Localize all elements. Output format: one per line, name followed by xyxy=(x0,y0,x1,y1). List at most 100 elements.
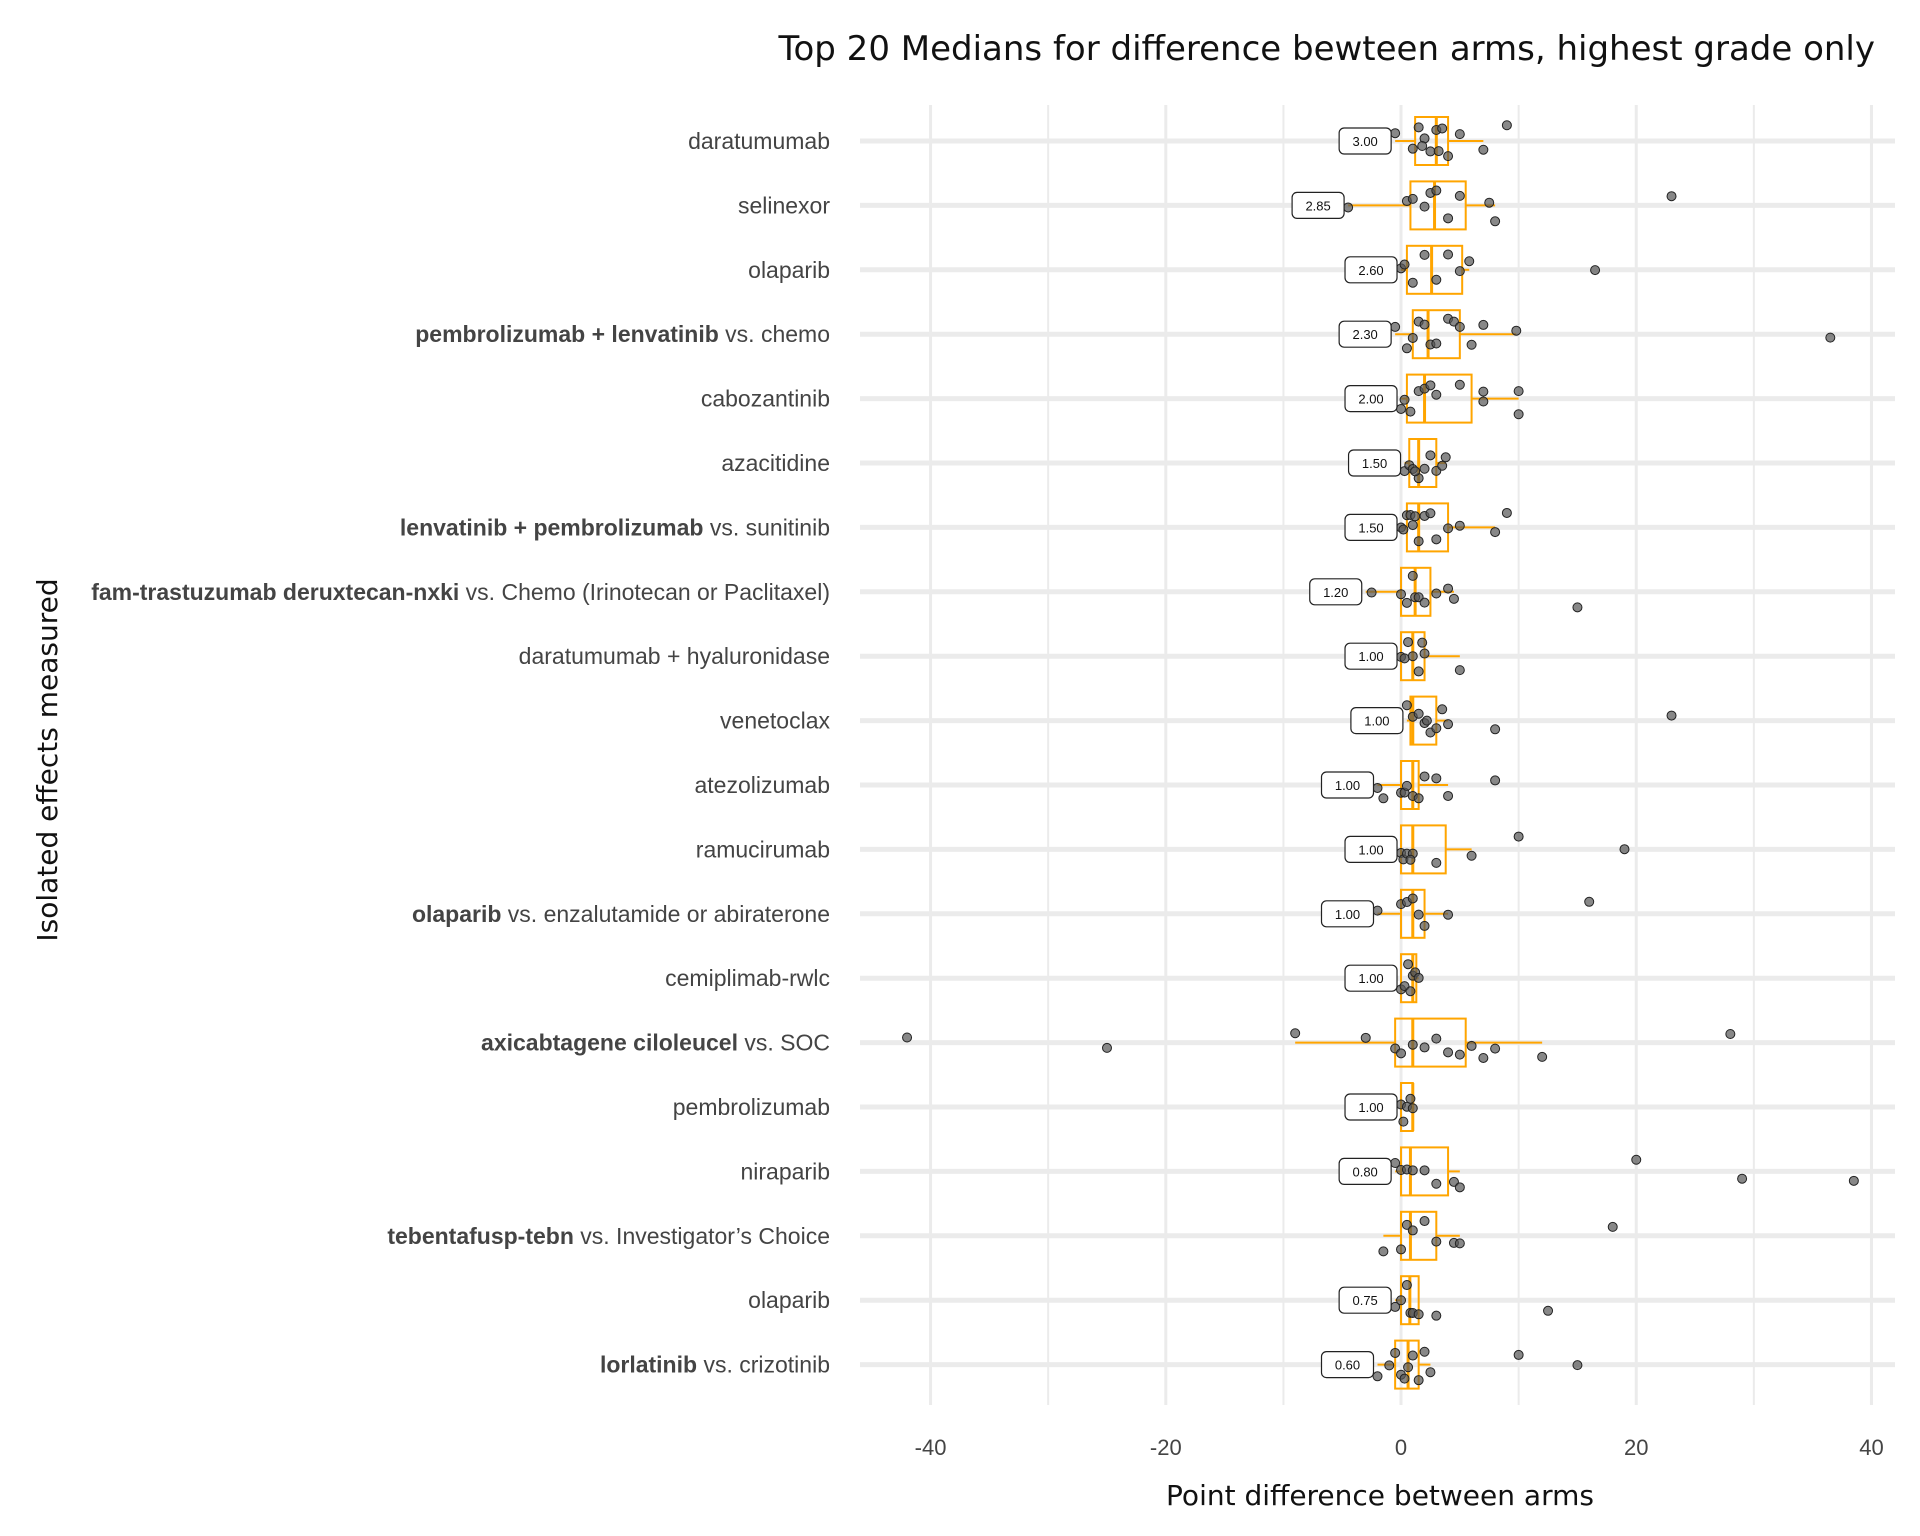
category-label-rest: olaparib xyxy=(748,1287,830,1313)
data-point xyxy=(1413,972,1424,983)
data-point xyxy=(1443,249,1454,260)
data-point xyxy=(1407,332,1418,343)
marks-layer: 3.00 2.85 2.60 2.30 2.00 1.50 1.50 1.20 1.00 1.00… xyxy=(902,116,1859,1390)
data-point xyxy=(1419,1165,1430,1176)
data-point xyxy=(1343,202,1354,213)
data-point xyxy=(1666,191,1677,202)
data-point xyxy=(1399,1373,1410,1384)
category-label-bold: tebentafusp-tebn xyxy=(387,1223,574,1249)
data-point xyxy=(1443,1047,1454,1058)
data-point xyxy=(1431,1236,1442,1247)
category-label-rest: vs. crizotinib xyxy=(697,1352,830,1378)
data-point xyxy=(1666,710,1677,721)
data-point xyxy=(1405,406,1416,417)
data-point xyxy=(1543,1305,1554,1316)
data-point xyxy=(1737,1173,1748,1184)
data-point xyxy=(1425,450,1436,461)
data-point xyxy=(1413,666,1424,677)
x-tick-label: -40 xyxy=(915,1435,947,1460)
data-point xyxy=(1454,520,1465,531)
category-label-bold: axicabtagene ciloleucel xyxy=(481,1030,738,1056)
category-label-rest: cabozantinib xyxy=(701,386,830,412)
data-point xyxy=(1407,193,1418,204)
data-point xyxy=(1405,1093,1416,1104)
data-point xyxy=(1431,723,1442,734)
category-label: axicabtagene ciloleucel vs. SOC xyxy=(481,1030,830,1056)
data-point xyxy=(1431,534,1442,545)
category-label: olaparib xyxy=(748,1287,830,1313)
category-label-rest: vs. Investigator’s Choice xyxy=(574,1223,830,1249)
data-point xyxy=(1572,1360,1583,1371)
data-point xyxy=(1378,793,1389,804)
data-point xyxy=(1372,782,1383,793)
category-label: daratumumab + hyaluronidase xyxy=(519,643,830,669)
median-label-text: 0.75 xyxy=(1352,1293,1377,1308)
category-label: cabozantinib xyxy=(701,386,830,412)
data-point xyxy=(1419,1346,1430,1357)
median-label-box xyxy=(1320,1350,1375,1379)
category-label: fam-trastuzumab deruxtecan-nxki vs. Chem… xyxy=(91,579,830,605)
data-point xyxy=(1417,637,1428,648)
data-point xyxy=(1407,1103,1418,1114)
chart-title: Top 20 Medians for difference bewteen ar… xyxy=(778,29,1876,69)
median-label-box xyxy=(1344,835,1398,864)
data-point xyxy=(1419,201,1430,212)
median-label-text: 0.60 xyxy=(1335,1358,1360,1373)
category-label: atezolizumab xyxy=(694,772,830,798)
data-point xyxy=(1431,1178,1442,1189)
median-label-box xyxy=(1350,706,1404,735)
x-axis-title: Point difference between arms xyxy=(1166,1479,1594,1512)
median-label-text: 0.80 xyxy=(1352,1164,1377,1179)
data-point xyxy=(1401,700,1412,711)
median-label-box xyxy=(1291,191,1345,219)
data-point xyxy=(1490,775,1501,786)
category-label-rest: cemiplimab-rwlc xyxy=(665,965,830,991)
data-point xyxy=(1631,1154,1642,1165)
data-point xyxy=(1419,920,1430,931)
data-point xyxy=(902,1032,913,1043)
box xyxy=(1394,1017,1467,1068)
data-point xyxy=(1101,1042,1112,1053)
data-point xyxy=(1431,588,1442,599)
median-label-box xyxy=(1320,900,1375,928)
data-point xyxy=(1384,1360,1395,1371)
median-label-box xyxy=(1338,127,1392,155)
data-point xyxy=(1466,850,1477,861)
category-label: pembrolizumab + lenvatinib vs. chemo xyxy=(415,321,830,347)
median-label-box xyxy=(1347,449,1402,477)
data-point xyxy=(1454,129,1465,140)
category-label-rest: vs. SOC xyxy=(738,1030,830,1056)
median-label-text: 3.00 xyxy=(1352,134,1377,149)
median-label-box xyxy=(1344,964,1398,992)
data-point xyxy=(1425,146,1436,157)
category-label-rest: daratumumab xyxy=(688,128,830,154)
category-label-rest: vs. enzalutamide or abiraterone xyxy=(501,901,830,927)
data-point xyxy=(1419,249,1430,260)
category-label-bold: lenvatinib + pembrolizumab xyxy=(400,514,704,540)
data-point xyxy=(1454,266,1465,277)
data-point xyxy=(1490,1043,1501,1054)
category-label-rest: pembrolizumab xyxy=(673,1094,830,1120)
y-axis-title: Isolated effects measured xyxy=(31,578,64,941)
data-point xyxy=(1454,1049,1465,1060)
data-point xyxy=(1372,905,1383,916)
data-point xyxy=(1443,583,1454,594)
data-point xyxy=(1490,527,1501,538)
data-point xyxy=(1396,1244,1407,1255)
category-label-bold: fam-trastuzumab deruxtecan-nxki xyxy=(91,579,459,605)
data-point xyxy=(1413,708,1424,719)
category-label-rest: ramucirumab xyxy=(696,836,830,862)
data-point xyxy=(1478,386,1489,397)
median-label-text: 1.00 xyxy=(1358,842,1383,857)
data-point xyxy=(1399,259,1410,270)
data-point xyxy=(1443,213,1454,224)
data-point xyxy=(1437,123,1448,134)
data-point xyxy=(1407,651,1418,662)
data-point xyxy=(1403,1362,1414,1373)
median-label-text: 1.00 xyxy=(1358,971,1383,986)
median-label-box xyxy=(1309,578,1363,606)
category-label: olaparib xyxy=(748,257,830,283)
median-label-text: 1.00 xyxy=(1358,1100,1383,1115)
data-point xyxy=(1431,338,1442,349)
